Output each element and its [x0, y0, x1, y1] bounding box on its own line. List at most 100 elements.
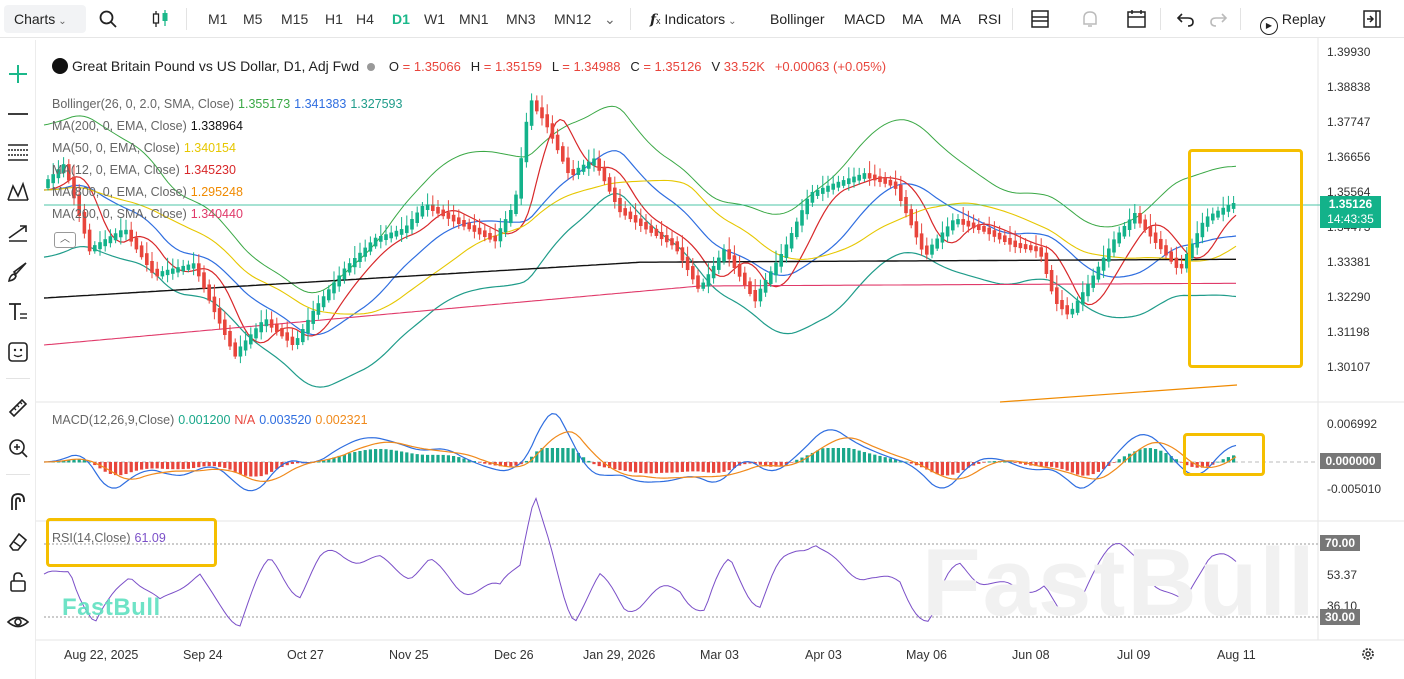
ma50-line — [43, 179, 1237, 315]
zoom-in-tool[interactable] — [6, 436, 30, 460]
macd-shortcut[interactable]: MACD — [844, 11, 886, 27]
legend-macd[interactable]: MACD(12,26,9,Close) 0.001200 N/A 0.003520 0.… — [52, 413, 368, 427]
candle-body — [1205, 216, 1210, 227]
candle-body — [472, 225, 477, 232]
macd-histogram-bar — [410, 453, 414, 463]
gear-icon — [1362, 648, 1374, 660]
macd-histogram-bar — [1081, 462, 1085, 476]
candle-body — [665, 235, 669, 243]
legend-ma200-ema[interactable]: MA(200, 0, EMA, Close) 1.338964 — [52, 119, 243, 133]
macd-histogram-bar — [1148, 448, 1152, 463]
indicators-button[interactable]: fx Indicators ⌄ — [650, 11, 737, 28]
layout-button[interactable] — [1030, 9, 1050, 29]
timeframe-h1[interactable]: H1 — [325, 11, 343, 27]
crosshair-tool[interactable] — [6, 62, 30, 86]
emoji-tool[interactable] — [6, 340, 30, 364]
macd-histogram-bar — [379, 448, 383, 463]
calendar-icon — [1127, 10, 1146, 28]
legend-bollinger[interactable]: Bollinger(26, 0, 2.0, SMA, Close) 1.35517… — [52, 97, 402, 111]
timeframe-more-chevron-icon[interactable]: ⌄ — [604, 11, 616, 27]
ruler-tool[interactable] — [6, 396, 30, 420]
candle-body — [732, 255, 737, 268]
macd-histogram-bar — [977, 462, 981, 464]
timeframe-m1[interactable]: M1 — [208, 11, 228, 27]
high-label: H — [470, 59, 481, 74]
macd-histogram-bar — [166, 462, 170, 470]
candle-body — [457, 217, 461, 224]
timeframe-mn12[interactable]: MN12 — [554, 11, 592, 27]
redo-icon — [1210, 13, 1228, 27]
toolbar-divider — [1160, 8, 1161, 30]
candle-body — [181, 265, 185, 272]
legend-rsi[interactable]: RSI(14,Close) 61.09 — [52, 531, 166, 545]
legend-ma800-ema[interactable]: MA(800, 0, EMA, Close) 1.295248 — [52, 185, 243, 199]
macd-histogram-bar — [1050, 462, 1054, 467]
timeframe-d1[interactable]: D1 — [392, 11, 410, 27]
lock-tool[interactable] — [6, 570, 30, 594]
bollinger-shortcut[interactable]: Bollinger — [770, 11, 825, 27]
text-tool[interactable] — [6, 300, 30, 324]
eraser-tool[interactable] — [6, 530, 30, 554]
pattern-tool[interactable] — [6, 180, 30, 204]
macd-histogram-bar — [384, 449, 388, 463]
redo-button[interactable] — [1208, 9, 1228, 29]
legend-ma12-ema[interactable]: MA(12, 0, EMA, Close) 1.345230 — [52, 163, 236, 177]
timeframe-mn3[interactable]: MN3 — [506, 11, 536, 27]
macd-histogram-bar — [348, 453, 352, 463]
macd-histogram-bar — [394, 450, 398, 463]
macd-histogram-bar — [1117, 459, 1121, 463]
legend-value: 1.341383 — [294, 97, 347, 111]
chart-type-button[interactable] — [150, 9, 172, 29]
macd-histogram-bar — [1003, 461, 1007, 463]
brush-tool[interactable] — [6, 260, 30, 284]
replay-button[interactable]: ▶ Replay — [1260, 9, 1325, 35]
macd-histogram-bar — [556, 448, 560, 463]
alert-button[interactable] — [1080, 9, 1100, 29]
collapse-legend-chevron-icon[interactable]: ︿ — [54, 232, 76, 248]
legend-ma50-ema[interactable]: MA(50, 0, EMA, Close) 1.340154 — [52, 141, 236, 155]
magnet-tool[interactable] — [6, 490, 30, 514]
rsi-shortcut[interactable]: RSI — [978, 11, 1002, 27]
trend-tool[interactable] — [6, 220, 30, 244]
charts-dropdown[interactable]: Charts ⌄ — [4, 5, 86, 33]
timeframe-m15[interactable]: M15 — [281, 11, 309, 27]
fib-lines-tool[interactable] — [6, 140, 30, 164]
candle-body — [191, 263, 196, 269]
candle-body — [441, 209, 445, 217]
candle-body — [228, 331, 232, 347]
undo-button[interactable] — [1176, 9, 1196, 29]
macd-histogram-bar — [353, 452, 357, 463]
calendar-button[interactable] — [1126, 9, 1148, 29]
candle-body — [602, 166, 607, 182]
legend-ma200-sma[interactable]: MA(200, 0, SMA, Close) 1.340440 — [52, 207, 243, 221]
macd-histogram-bar — [758, 462, 762, 465]
ma-shortcut-2[interactable]: MA — [940, 11, 961, 27]
timeframe-mn1[interactable]: MN1 — [459, 11, 489, 27]
candle-body — [1049, 270, 1054, 292]
candle-body — [72, 176, 76, 199]
ma-shortcut[interactable]: MA — [902, 11, 923, 27]
toolbar-divider — [1012, 8, 1013, 30]
bar-countdown: 14:43:35 — [1327, 212, 1374, 226]
timeframe-h4[interactable]: H4 — [356, 11, 374, 27]
macd-histogram-bar — [894, 459, 898, 463]
macd-histogram-bar — [951, 462, 955, 475]
ma200-ema-line — [43, 258, 1236, 299]
horizontal-line-tool[interactable] — [6, 102, 30, 126]
macd-histogram-bar — [290, 462, 294, 464]
candle-body — [1200, 222, 1205, 238]
candle-body — [233, 342, 237, 357]
timeframe-w1[interactable]: W1 — [424, 11, 445, 27]
candle-body — [748, 281, 752, 294]
chart-settings-button[interactable] — [1360, 646, 1376, 667]
macd-histogram-bar — [1216, 461, 1220, 463]
macd-histogram-bar — [634, 462, 638, 473]
visibility-tool[interactable] — [6, 610, 30, 634]
search-button[interactable] — [98, 9, 118, 29]
collapse-panel-button[interactable] — [1362, 9, 1382, 29]
candle-body — [576, 167, 581, 175]
candle-body — [321, 296, 326, 308]
timeframe-m5[interactable]: M5 — [243, 11, 263, 27]
candle-body — [145, 253, 149, 265]
